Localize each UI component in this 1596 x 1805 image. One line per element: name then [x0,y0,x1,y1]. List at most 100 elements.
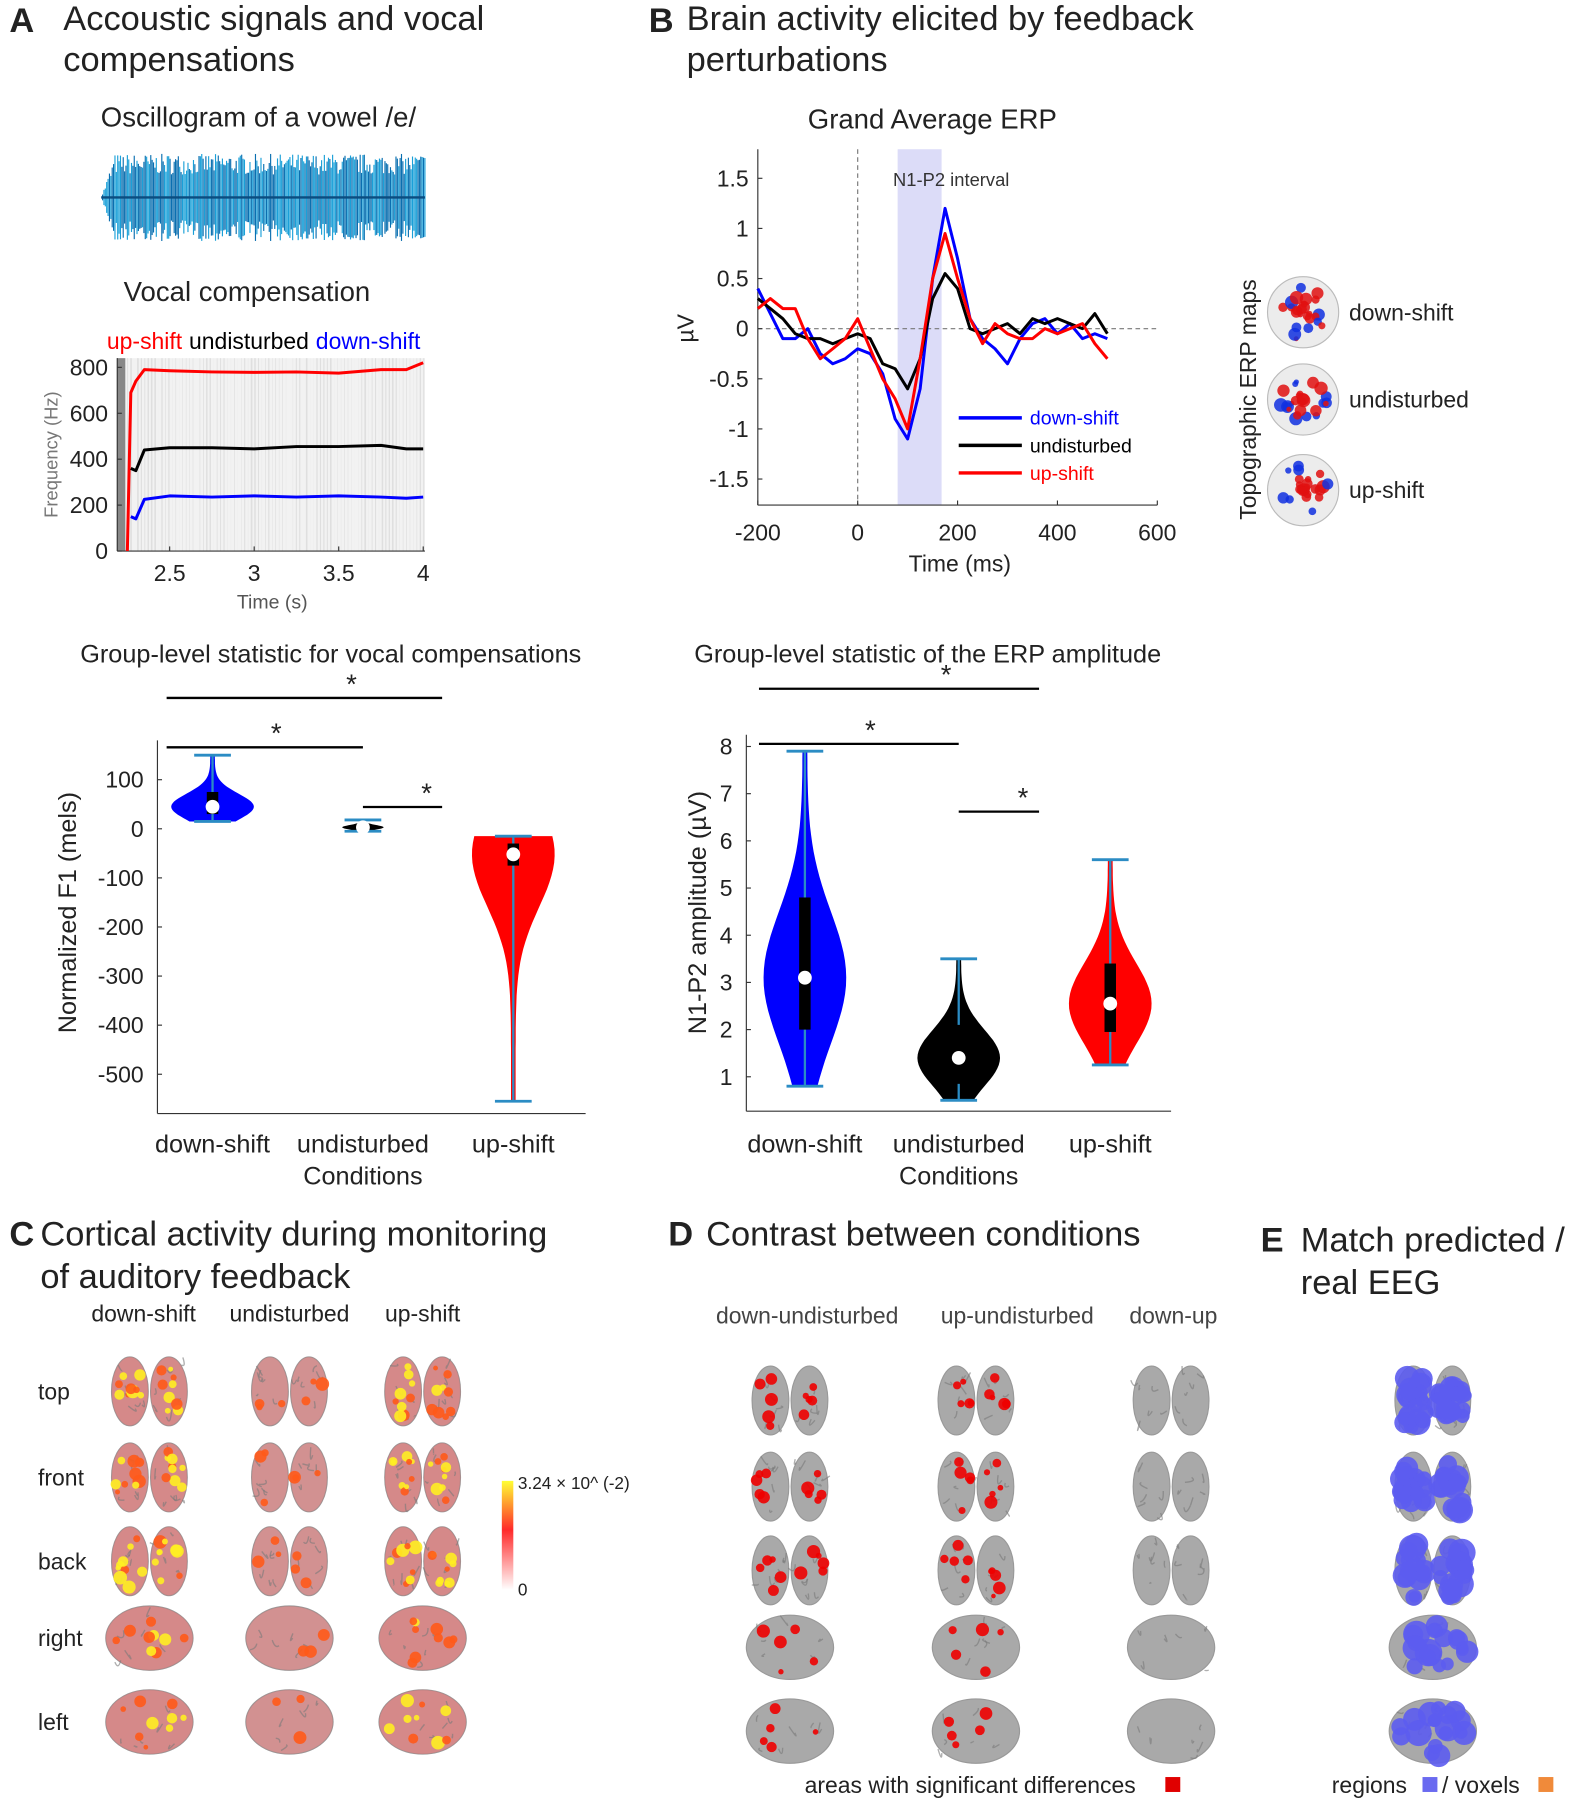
activation [1426,1393,1452,1419]
activation [254,1451,266,1463]
topo-blob [1295,405,1307,417]
brain-tint [291,1357,328,1426]
x-axis-label: Time (s) [237,591,308,613]
sulcus [794,1459,796,1464]
activation [980,1707,993,1720]
activation [431,1385,442,1396]
activation [756,1564,765,1573]
activation [443,1370,451,1378]
brain [746,1615,833,1679]
activation [397,1402,407,1412]
row-label: right [38,1625,83,1651]
activation [255,1399,265,1409]
sulcus [1205,1670,1209,1671]
activation [137,1567,147,1577]
legend-swatch [1422,1777,1437,1792]
row-label: top [38,1378,70,1404]
topo-blob [1323,401,1329,407]
colorbar-label: 0 [518,1580,528,1600]
activation [980,1666,991,1677]
topo-blob [1288,328,1301,341]
activation [1421,1649,1436,1664]
panel-title: Cortical activity during monitoring [40,1216,547,1254]
sulcus [943,1714,944,1723]
activation [1448,1629,1465,1646]
activation [966,1477,974,1485]
activation [146,1617,156,1627]
activation [439,1484,446,1491]
brain [1133,1452,1170,1521]
panel-letter: D [668,1216,693,1254]
activation [1408,1636,1423,1651]
median [206,800,220,814]
activation [115,1380,123,1388]
activation [419,1702,425,1708]
panel-title: Contrast between conditions [706,1216,1140,1254]
activation [169,1380,177,1388]
brain [1127,1615,1214,1679]
x-tick-label: -200 [735,520,781,546]
activation [118,1556,128,1566]
activation [404,1484,409,1489]
activation [433,1407,445,1419]
activation [766,1422,774,1430]
box [799,897,810,1029]
activation [113,1571,127,1585]
significance-label: * [1018,782,1029,813]
activation [118,1457,126,1465]
activation [291,1564,300,1573]
activation [135,1458,144,1467]
y-tick-label: 0 [131,816,144,842]
activation [176,1573,182,1579]
x-tick-label: undisturbed [297,1131,429,1159]
activation [167,1713,178,1724]
activation [1398,1412,1411,1425]
panel-title: Match predicted / [1301,1221,1565,1259]
x-tick-label: 3.5 [323,560,355,586]
x-tick-label: undisturbed [893,1131,1025,1159]
activation [179,1465,185,1471]
activation [770,1703,781,1714]
activation [754,1489,764,1499]
x-tick-label: 400 [1038,520,1076,546]
y-tick-label: 3 [720,969,733,995]
activation [143,1745,148,1750]
activation [433,1366,438,1371]
activation [435,1458,442,1465]
activation [809,1383,817,1391]
activation [445,1553,457,1565]
y-tick-label: 100 [105,767,143,793]
activation [386,1557,394,1565]
activation [407,1658,417,1668]
panel-title: perturbations [687,41,888,79]
legend-swatch [1165,1777,1180,1792]
y-tick-label: 5 [720,875,733,901]
activation [968,1400,975,1407]
brain [752,1452,789,1521]
activation [409,1380,415,1386]
activation [406,1459,412,1465]
activation [152,1559,159,1566]
activation [957,1400,964,1407]
brain [1172,1452,1209,1521]
activation [963,1555,973,1565]
activation [949,1626,957,1634]
activation [410,1569,416,1575]
column-label: undisturbed [230,1300,350,1326]
activation [1431,1701,1446,1716]
activation [301,1577,312,1588]
activation [316,1377,330,1391]
spectrogram-onset [117,358,125,551]
activation [794,1566,807,1579]
activation [1453,1385,1471,1403]
row-label: back [38,1548,87,1574]
x-tick-label: 200 [938,520,976,546]
activation [134,1369,145,1380]
colorbar-label: 3.24 × 10^ (-2) [518,1473,630,1493]
topo-label: undisturbed [1349,387,1469,413]
x-tick-label: 4 [417,560,430,586]
y-axis-label: Normalized F1 (mels) [54,792,82,1033]
brain [1127,1699,1214,1763]
sulcus [115,1660,121,1665]
median [1103,997,1117,1011]
